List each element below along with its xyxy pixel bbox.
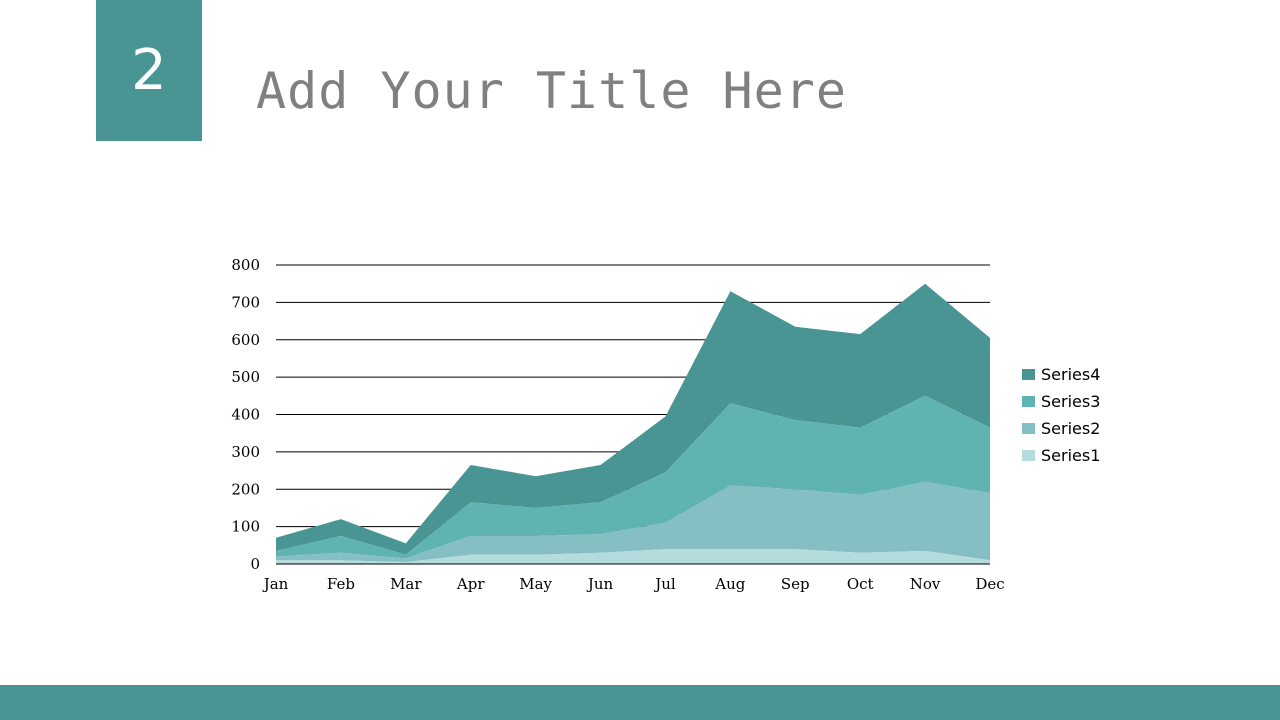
y-tick-label: 100 <box>231 518 260 536</box>
y-tick-label: 400 <box>231 406 260 424</box>
y-tick-label: 300 <box>231 443 260 461</box>
y-tick-label: 200 <box>231 480 260 498</box>
legend-swatch <box>1022 369 1035 380</box>
x-tick-label: Mar <box>390 575 422 593</box>
y-tick-label: 700 <box>231 293 260 311</box>
x-tick-label: Jan <box>262 575 289 593</box>
legend-label: Series4 <box>1041 365 1100 384</box>
area-series2 <box>276 481 990 563</box>
x-tick-label: Aug <box>714 575 745 593</box>
y-tick-label: 500 <box>231 368 260 386</box>
chart-areas <box>276 283 990 565</box>
y-tick-label: 0 <box>250 555 260 573</box>
legend-swatch <box>1022 423 1035 434</box>
chart-legend: Series4 Series3 Series2 Series1 <box>1022 365 1100 465</box>
area-series3 <box>276 395 990 559</box>
legend-swatch <box>1022 396 1035 407</box>
legend-label: Series3 <box>1041 392 1100 411</box>
legend-swatch <box>1022 450 1035 461</box>
x-tick-label: May <box>519 575 552 593</box>
y-tick-label: 800 <box>231 256 260 274</box>
x-tick-label: Apr <box>456 575 485 593</box>
slide-number-badge: 2 <box>96 0 202 141</box>
x-axis-labels: Jan Feb Mar Apr May Jun Jul Aug Sep Oct Nov Dec <box>262 575 1005 593</box>
x-tick-label: Oct <box>847 575 874 593</box>
slide-number: 2 <box>131 38 167 103</box>
x-tick-label: Nov <box>910 575 941 593</box>
bottom-accent-bar <box>0 685 1280 720</box>
chart-gridlines <box>276 264 990 565</box>
slide-title: Add Your Title Here <box>256 62 847 120</box>
x-tick-label: Jul <box>653 575 676 593</box>
y-axis-labels: 0 100 200 300 400 500 600 700 800 <box>231 256 260 573</box>
y-tick-label: 600 <box>231 331 260 349</box>
x-tick-label: Jun <box>586 575 614 593</box>
area-series4 <box>276 283 990 555</box>
legend-label: Series1 <box>1041 446 1100 465</box>
x-tick-label: Sep <box>781 575 810 593</box>
stacked-area-chart: 0 100 200 300 400 500 600 700 800 Jan Feb Mar Apr Ma… <box>231 256 1100 593</box>
area-series1 <box>276 549 990 564</box>
x-tick-label: Feb <box>327 575 355 593</box>
x-tick-label: Dec <box>975 575 1004 593</box>
legend-label: Series2 <box>1041 419 1100 438</box>
